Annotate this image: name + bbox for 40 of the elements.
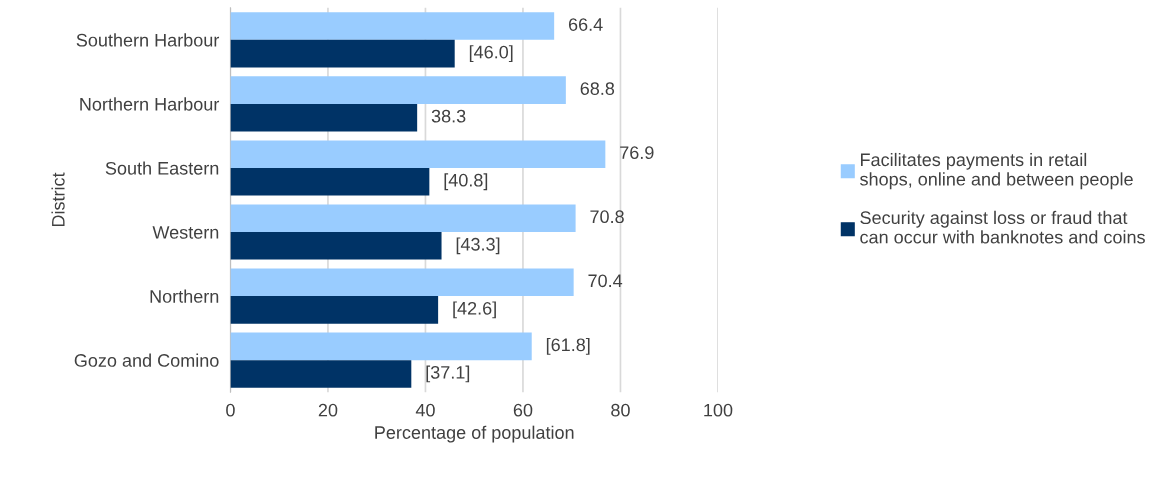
bar: [230, 268, 574, 297]
legend-label: Security against loss or fraud that can occur with banknotes and coins: [860, 210, 1145, 244]
data-label: 66.4: [568, 18, 603, 31]
data-label: [42.6]: [453, 301, 496, 319]
x-tick-label: 80: [611, 403, 630, 417]
legend-label: Facilitates payments in retail shops, online and between people: [860, 152, 1133, 190]
data-label: [43.3]: [456, 237, 500, 255]
x-tick-label: 0: [226, 403, 235, 417]
y-tick-label: Northern Harbour: [80, 97, 220, 111]
x-axis-title: Percentage of population: [375, 425, 574, 443]
bar: [230, 76, 566, 104]
data-label: [37.1]: [426, 365, 470, 383]
x-tick-label: 40: [415, 403, 435, 417]
y-axis-title: District: [51, 172, 65, 227]
bar: [230, 39, 455, 68]
x-tick-label: 20: [318, 403, 338, 417]
bar: [230, 167, 430, 196]
y-tick-label: Western: [152, 226, 219, 239]
bar: [230, 296, 439, 324]
x-tick-label: 100: [704, 403, 733, 417]
bar: [230, 204, 576, 233]
data-label: 76.9: [620, 146, 654, 160]
y-tick-label: Gozo and Comino: [74, 353, 219, 367]
bar: [230, 103, 418, 132]
x-tick-label: 60: [513, 403, 533, 417]
data-label: 68.8: [580, 82, 615, 95]
data-label: 70.8: [590, 210, 624, 224]
data-label: [46.0]: [469, 45, 513, 63]
bar: [230, 332, 532, 361]
data-label: [40.8]: [444, 173, 488, 191]
bar: [230, 360, 412, 388]
y-tick-label: South Eastern: [105, 161, 219, 175]
bar: [230, 232, 442, 260]
bar: [230, 12, 555, 40]
data-label: 38.3: [431, 109, 466, 123]
data-label: 70.4: [588, 274, 623, 288]
y-tick-label: Northern: [150, 289, 219, 303]
bar: [230, 140, 606, 168]
data-label: [61.8]: [546, 337, 590, 355]
y-tick-label: Southern Harbour: [76, 33, 220, 47]
